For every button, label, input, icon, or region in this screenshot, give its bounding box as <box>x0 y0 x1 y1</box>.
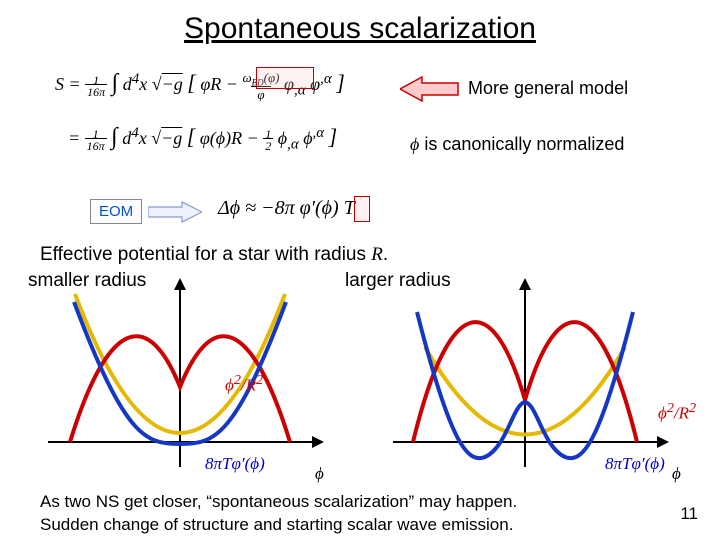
label-phi2R2-right: ϕ2/R2 <box>658 400 696 424</box>
label-8piT-left: 8πTφ′(ϕ) <box>205 454 265 474</box>
highlight-wbd <box>256 67 314 89</box>
potential-plot-left <box>30 272 330 482</box>
arrow-more-general <box>400 74 460 104</box>
label-phi-axis-left: ϕ <box>315 464 324 484</box>
potential-plot-right <box>375 272 675 482</box>
label-phi-axis-right: ϕ <box>672 464 681 484</box>
equation-eom: Δϕ ≈ −8π φ′(ϕ) T <box>218 197 355 220</box>
page-number: 11 <box>680 504 698 524</box>
eom-label: EOM <box>90 199 142 224</box>
effective-potential-title: Effective potential for a star with radi… <box>40 244 388 266</box>
annotation-canonical: ϕ ϕ is canonically normalizedis canonica… <box>410 134 624 155</box>
arrow-eom <box>148 199 202 225</box>
highlight-T <box>354 196 370 222</box>
page-title: Spontaneous scalarization <box>0 12 720 46</box>
footer-text: As two NS get closer, “spontaneous scala… <box>40 491 517 537</box>
equation-s2: = 116π ∫ d4x √−g [ φ(ϕ)R − 12 ϕ,α ϕ,α ] <box>68 124 337 154</box>
label-phi2R2-left: ϕ2/R2 <box>225 372 263 396</box>
label-8piT-right: 8πTφ′(ϕ) <box>605 454 665 474</box>
annotation-more-general: More general model <box>468 78 628 99</box>
